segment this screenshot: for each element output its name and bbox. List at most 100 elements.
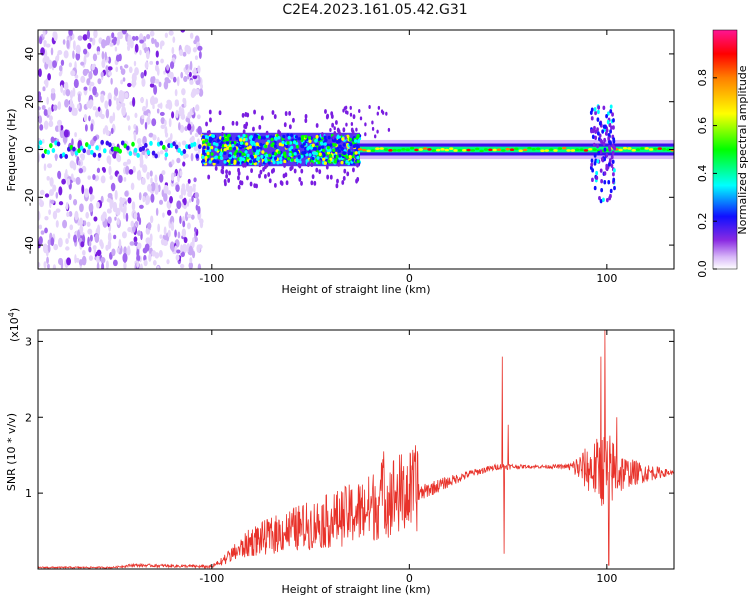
spectrogram-band-cell xyxy=(251,145,256,150)
spectrogram-band-cell xyxy=(527,146,532,150)
spectrogram-scatter xyxy=(253,109,256,115)
spectrogram-scatter xyxy=(284,172,288,178)
spectrogram-speckle xyxy=(40,230,45,235)
spectrogram-scatter xyxy=(342,108,345,113)
spectrogram-speckle xyxy=(158,81,162,88)
spectrogram-band-cell xyxy=(535,147,541,151)
spectrogram-speckle xyxy=(80,75,86,84)
spectrogram-band-cell xyxy=(56,141,61,147)
spectrogram-band-cell xyxy=(309,146,314,150)
snr-series-line xyxy=(38,330,674,569)
spectrogram-speckle xyxy=(171,46,175,55)
spectrogram-band-cell xyxy=(202,145,206,150)
spectrogram-scatter xyxy=(283,122,287,128)
spectrogram-speckle xyxy=(86,101,90,109)
spectrogram-speckle xyxy=(89,37,93,42)
spectrogram-speckle xyxy=(66,39,70,49)
spectrogram-band-cell xyxy=(253,154,257,159)
spectrogram-burst xyxy=(607,136,611,141)
spectrogram-scatter xyxy=(224,181,227,187)
spectrogram-band-cell xyxy=(370,149,376,152)
spectrogram-speckle xyxy=(107,239,112,250)
spectrogram-speckle xyxy=(62,39,66,45)
spectrogram-speckle xyxy=(169,196,173,204)
spectrogram-speckle xyxy=(144,61,149,69)
spectrogram-speckle xyxy=(127,125,131,131)
spectrogram-burst xyxy=(612,118,615,123)
spectrogram-speckle xyxy=(43,40,47,45)
spectrogram-speckle xyxy=(200,84,204,89)
spectrogram-scatter xyxy=(344,135,347,140)
spectrogram-band-cell xyxy=(475,147,480,151)
spectrogram-band-cell xyxy=(635,148,641,151)
spectrogram-speckle xyxy=(192,47,197,53)
spectrogram-band-cell xyxy=(95,145,99,151)
spectrogram-speckle xyxy=(147,222,152,230)
spectrogram-band-cell xyxy=(82,148,87,154)
spectrogram-band-cell xyxy=(414,148,419,152)
spectrogram-speckle xyxy=(45,56,50,65)
spectrogram-band-cell xyxy=(267,161,271,165)
spectrogram-speckle xyxy=(55,208,61,213)
spectrogram-speckle xyxy=(44,215,49,221)
spectrogram-band-cell xyxy=(388,149,393,152)
spectrogram-band-cell xyxy=(118,148,122,154)
spectrogram-band-cell xyxy=(281,140,285,145)
spectrogram-band-cell xyxy=(120,140,125,146)
spectrogram-band-cell xyxy=(182,149,187,155)
spectrogram-speckle xyxy=(159,234,163,239)
spectrogram-scatter xyxy=(260,115,264,121)
spectrogram-band-cell xyxy=(249,135,253,139)
spectrogram-speckle xyxy=(57,237,63,248)
spectrogram-band-cell xyxy=(575,148,580,151)
spectrogram-band-cell xyxy=(210,152,214,156)
spectrogram-burst xyxy=(612,177,616,183)
spectrogram-band-cell xyxy=(273,144,277,148)
spectrogram-band-cell xyxy=(322,157,326,162)
spectrogram-band-cell xyxy=(235,136,239,141)
spectrogram-scatter xyxy=(284,111,288,116)
spectrogram-burst xyxy=(608,195,612,201)
spectrogram-scatter xyxy=(267,172,271,177)
spectrogram-speckle xyxy=(95,175,100,181)
spectrogram-speckle xyxy=(94,233,100,243)
spectrogram-band-cell xyxy=(644,147,649,150)
spectrogram-band-cell xyxy=(221,143,225,148)
spectrogram-band-cell xyxy=(144,142,148,148)
spectrogram-band-cell xyxy=(346,134,350,139)
spectrogram-band-cell xyxy=(648,148,654,151)
spectrogram-speckle xyxy=(44,227,48,234)
spectrogram-scatter xyxy=(333,126,336,131)
spectrogram-speckle xyxy=(135,125,139,135)
spectrogram-speckle xyxy=(129,241,135,246)
spectrogram-burst xyxy=(605,113,608,119)
spectrogram-speckle xyxy=(120,68,126,75)
spectrogram-speckle xyxy=(183,237,188,244)
spectrogram-speckle xyxy=(160,58,164,64)
spectrogram-band-cell xyxy=(300,154,304,159)
spectrogram-band-cell xyxy=(379,147,384,150)
spectrogram-burst xyxy=(597,109,600,115)
spectrogram-band-cell xyxy=(38,140,43,146)
spectrogram-speckle xyxy=(171,247,175,252)
spectrogram-band-cell xyxy=(341,137,345,141)
spectrogram-speckle xyxy=(167,229,171,238)
spectrogram-speckle xyxy=(87,42,92,50)
spectrogram-speckle xyxy=(50,91,56,101)
spectrogram-band-cell xyxy=(326,145,330,150)
spectrogram-band-cell xyxy=(592,148,597,151)
spectrogram-speckle xyxy=(101,262,105,269)
spectrogram-band-cell xyxy=(342,151,346,155)
spectrogram-speckle xyxy=(122,252,128,263)
spectrogram-band-cell xyxy=(241,144,245,149)
spectrogram-band-cell xyxy=(505,147,510,151)
spectrogram-speckle xyxy=(124,64,129,69)
spectrogram-band-cell xyxy=(172,141,176,147)
snr-x-tick-label: 0 xyxy=(406,572,413,585)
spectrogram-speckle xyxy=(75,44,81,54)
spectrogram-speckle xyxy=(164,119,167,127)
spectrogram-band-cell xyxy=(362,148,367,152)
spectrogram-speckle xyxy=(59,128,65,139)
spectrogram-speckle xyxy=(153,84,158,95)
spectrogram-scatter xyxy=(343,168,347,174)
